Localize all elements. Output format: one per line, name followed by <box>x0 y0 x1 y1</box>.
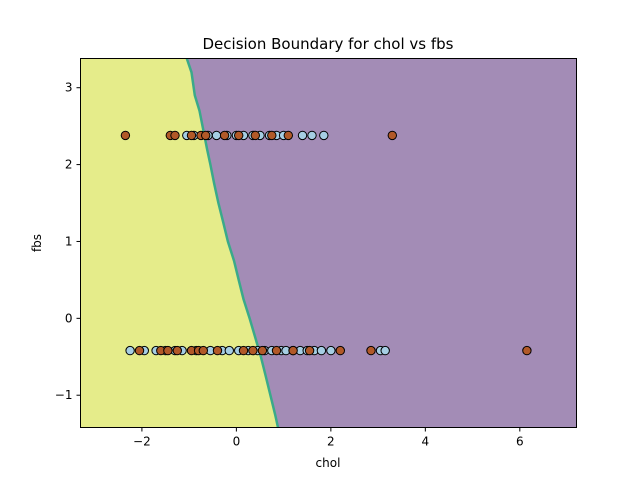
y-axis: −1 0 1 2 3 <box>55 81 81 402</box>
scatter-point <box>283 130 293 141</box>
scatter-point <box>271 345 282 356</box>
scatter-point <box>319 130 329 141</box>
scatter-point <box>170 130 180 141</box>
scatter-point <box>201 130 211 141</box>
decision-boundary-line <box>185 58 280 428</box>
y-tick-label: 0 <box>65 311 73 325</box>
scatter-point <box>211 130 222 141</box>
scatter-point <box>366 345 376 356</box>
scatter-point <box>186 130 197 141</box>
x-tick-label: 6 <box>516 435 524 449</box>
scatter-point <box>248 345 258 356</box>
y-tick-label: 1 <box>65 234 73 248</box>
scatter-point <box>125 345 135 356</box>
x-tick-label: −2 <box>133 435 151 449</box>
scatter-point <box>224 345 235 356</box>
scatter-point <box>522 345 532 356</box>
scatter-point <box>267 130 277 141</box>
plot-area <box>80 58 577 428</box>
x-axis: −2 0 2 4 6 <box>133 427 524 449</box>
scatter-point <box>234 130 244 141</box>
y-tick-label: 2 <box>65 158 73 172</box>
y-tick-label: −1 <box>55 388 73 402</box>
scatter-point <box>387 130 397 141</box>
x-tick-label: 0 <box>233 435 241 449</box>
scatter-point <box>172 345 183 356</box>
scatter-point <box>198 345 209 356</box>
x-tick-label: 2 <box>327 435 335 449</box>
x-axis-label: chol <box>316 456 341 470</box>
scatter-point <box>335 345 345 356</box>
scatter-point <box>307 130 317 141</box>
scatter-point <box>380 345 390 356</box>
scatter-point <box>257 345 268 356</box>
scatter-point <box>219 130 230 141</box>
y-axis-label: fbs <box>30 234 44 252</box>
region-class-1 <box>80 58 278 428</box>
scatter-point <box>250 130 261 141</box>
scatter-point <box>288 345 298 356</box>
plot-frame <box>80 58 577 428</box>
scatter-point <box>120 130 131 141</box>
scatter-point <box>212 345 223 356</box>
scatter-points <box>120 130 532 356</box>
scatter-point <box>297 130 308 141</box>
scatter-point <box>238 345 249 356</box>
scatter-point <box>163 345 173 356</box>
scatter-point <box>316 345 327 356</box>
y-tick-label: 3 <box>65 81 73 95</box>
scatter-point <box>134 345 145 356</box>
x-tick-label: 4 <box>422 435 430 449</box>
scatter-point <box>326 345 336 356</box>
scatter-point <box>304 345 315 356</box>
chart-title: Decision Boundary for chol vs fbs <box>203 35 454 53</box>
